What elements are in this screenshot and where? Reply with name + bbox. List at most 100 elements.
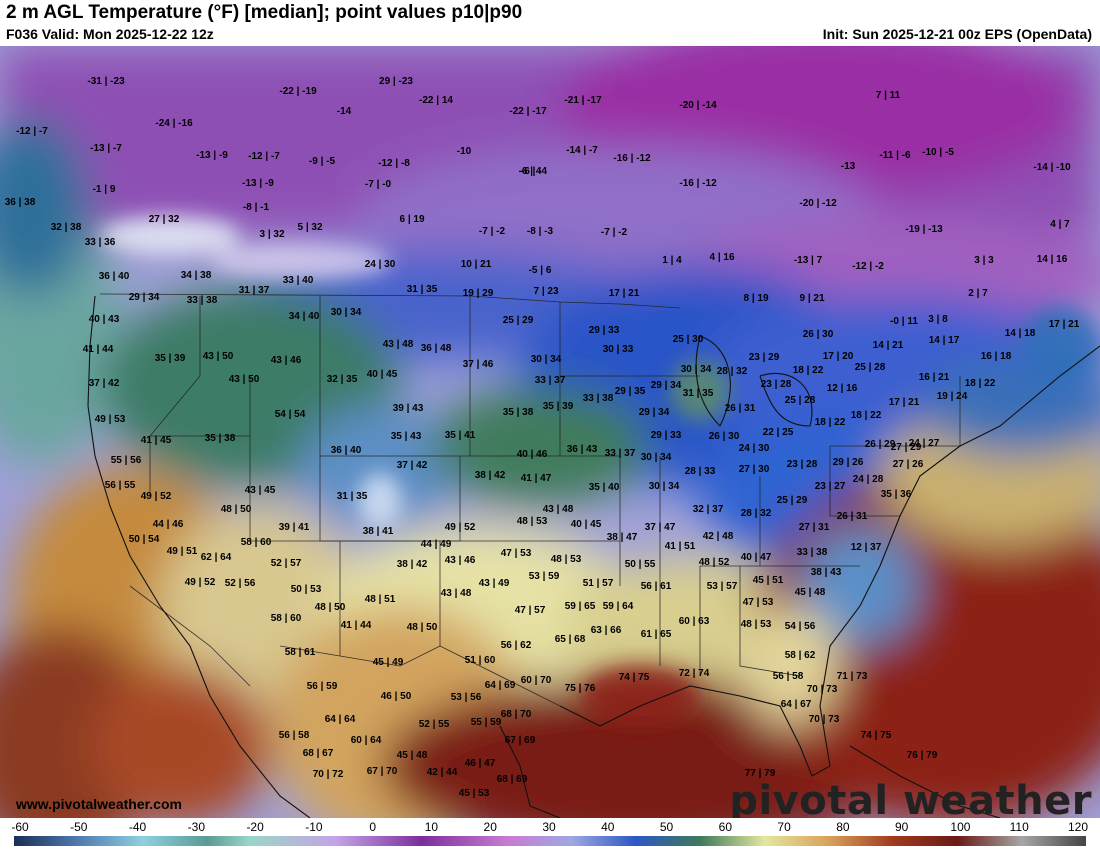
point-value: 56 | 58 (772, 671, 804, 682)
point-value: 45 | 48 (396, 750, 428, 761)
point-value: 41 | 45 (140, 435, 172, 446)
point-value: -13 | 7 (793, 255, 823, 266)
point-value: -24 | -16 (155, 118, 193, 129)
point-value: 23 | 29 (748, 352, 780, 363)
point-value: 43 | 49 (478, 578, 510, 589)
point-value: 26 | 30 (802, 329, 834, 340)
point-value: 70 | 73 (806, 684, 838, 695)
point-value: 56 | 55 (104, 480, 136, 491)
point-value: 44 | 46 (152, 519, 184, 530)
point-value: 50 | 53 (290, 584, 322, 595)
point-value: -13 | -9 (242, 178, 274, 189)
point-value: 47 | 53 (500, 548, 532, 559)
point-value: 76 | 79 (906, 750, 938, 761)
point-value: -19 | -13 (905, 224, 943, 235)
point-value: 19 | 24 (936, 391, 968, 402)
point-value: 52 | 57 (270, 558, 302, 569)
point-value: 58 | 61 (284, 647, 316, 658)
point-value: 49 | 53 (94, 414, 126, 425)
point-value: 48 | 50 (220, 504, 252, 515)
point-value: 49 | 51 (166, 546, 198, 557)
colorbar-tick: 90 (894, 820, 909, 834)
website-label[interactable]: www.pivotalweather.com (16, 796, 182, 812)
point-value: 30 | 34 (680, 364, 712, 375)
point-value: 43 | 50 (228, 374, 260, 385)
point-value: 25 | 28 (854, 362, 886, 373)
point-value: 35 | 38 (502, 407, 534, 418)
point-value: -1 | 9 (92, 184, 116, 195)
point-value: 49 | 52 (140, 491, 172, 502)
point-value: 33 | 36 (84, 237, 116, 248)
colorbar-tick: 60 (718, 820, 733, 834)
point-value: 34 | 38 (180, 270, 212, 281)
colorbar-tick: 120 (1067, 820, 1089, 834)
point-value: 24 | 30 (364, 259, 396, 270)
point-value: -16 | -12 (613, 153, 651, 164)
point-value: 74 | 75 (860, 730, 892, 741)
point-value: 68 | 69 (496, 774, 528, 785)
point-value: 18 | 22 (792, 365, 824, 376)
colorbar-tick: -10 (305, 820, 323, 834)
point-value: 43 | 48 (440, 588, 472, 599)
point-value: 45 | 49 (372, 657, 404, 668)
point-value: 34 | 40 (288, 311, 320, 322)
point-value: 67 | 70 (366, 766, 398, 777)
point-value: -7 | -2 (600, 227, 628, 238)
point-value: 56 | 59 (306, 681, 338, 692)
point-value: 48 | 53 (550, 554, 582, 565)
point-value: 32 | 38 (50, 222, 82, 233)
point-value: 60 | 64 (350, 735, 382, 746)
point-value: 35 | 38 (204, 433, 236, 444)
point-value: 48 | 51 (364, 594, 396, 605)
point-value: -14 (336, 106, 352, 117)
point-value: -6 | 4 (518, 166, 542, 177)
point-value: 28 | 32 (740, 508, 772, 519)
point-value: 32 | 35 (326, 374, 358, 385)
point-value: 53 | 56 (450, 692, 482, 703)
point-value: -8 | -1 (242, 202, 270, 213)
point-value: 23 | 28 (760, 379, 792, 390)
point-value: 41 | 44 (340, 620, 372, 631)
point-value: 29 | 26 (832, 457, 864, 468)
point-value: -14 | -7 (566, 145, 598, 156)
point-value: 16 | 18 (980, 351, 1012, 362)
point-value: -11 | -6 (879, 150, 911, 161)
colorbar-tick: 20 (483, 820, 497, 834)
point-value: 38 | 42 (474, 470, 506, 481)
point-value: -20 | -12 (799, 198, 837, 209)
point-value: -0 | 11 (890, 316, 918, 327)
point-value: 41 | 51 (664, 541, 696, 552)
point-value: 14 | 18 (1004, 328, 1036, 339)
point-value: 33 | 38 (186, 295, 218, 306)
colorbar-tick: 10 (424, 820, 439, 834)
point-value: 71 | 73 (836, 671, 868, 682)
colorbar-tick: -40 (128, 820, 147, 834)
point-value: 37 | 47 (644, 522, 676, 533)
point-value: 10 | 21 (460, 259, 492, 270)
colorbar-tick: 0 (369, 820, 376, 834)
point-value: 27 | 32 (148, 214, 180, 225)
point-value: 35 | 39 (154, 353, 186, 364)
point-value: -13 (840, 161, 856, 172)
point-value: 43 | 45 (244, 485, 276, 496)
point-value: -13 | -9 (196, 150, 228, 161)
point-value: 31 | 35 (336, 491, 368, 502)
point-value: 17 | 21 (1048, 319, 1080, 330)
point-value: 29 | 34 (128, 292, 160, 303)
point-value: 39 | 41 (278, 522, 310, 533)
header: 2 m AGL Temperature (°F) [median]; point… (0, 0, 1100, 46)
point-value: 28 | 32 (716, 366, 748, 377)
point-value: 29 | 34 (638, 407, 670, 418)
temperature-map[interactable]: -31 | -23 -22 | -19 29 | -23 -22 | 14 -21 | … (0, 46, 1100, 818)
point-value: 58 | 60 (240, 537, 272, 548)
point-value: -10 (456, 146, 472, 157)
point-value: 74 | 75 (618, 672, 650, 683)
point-value: -10 | -5 (922, 147, 954, 158)
point-value: 45 | 51 (752, 575, 784, 586)
point-value: 25 | 28 (784, 395, 816, 406)
point-value: 16 | 21 (918, 372, 950, 383)
point-value: 35 | 41 (444, 430, 476, 441)
point-value: 62 | 64 (200, 552, 232, 563)
point-value: 36 | 43 (566, 444, 598, 455)
point-value: 31 | 35 (682, 388, 714, 399)
